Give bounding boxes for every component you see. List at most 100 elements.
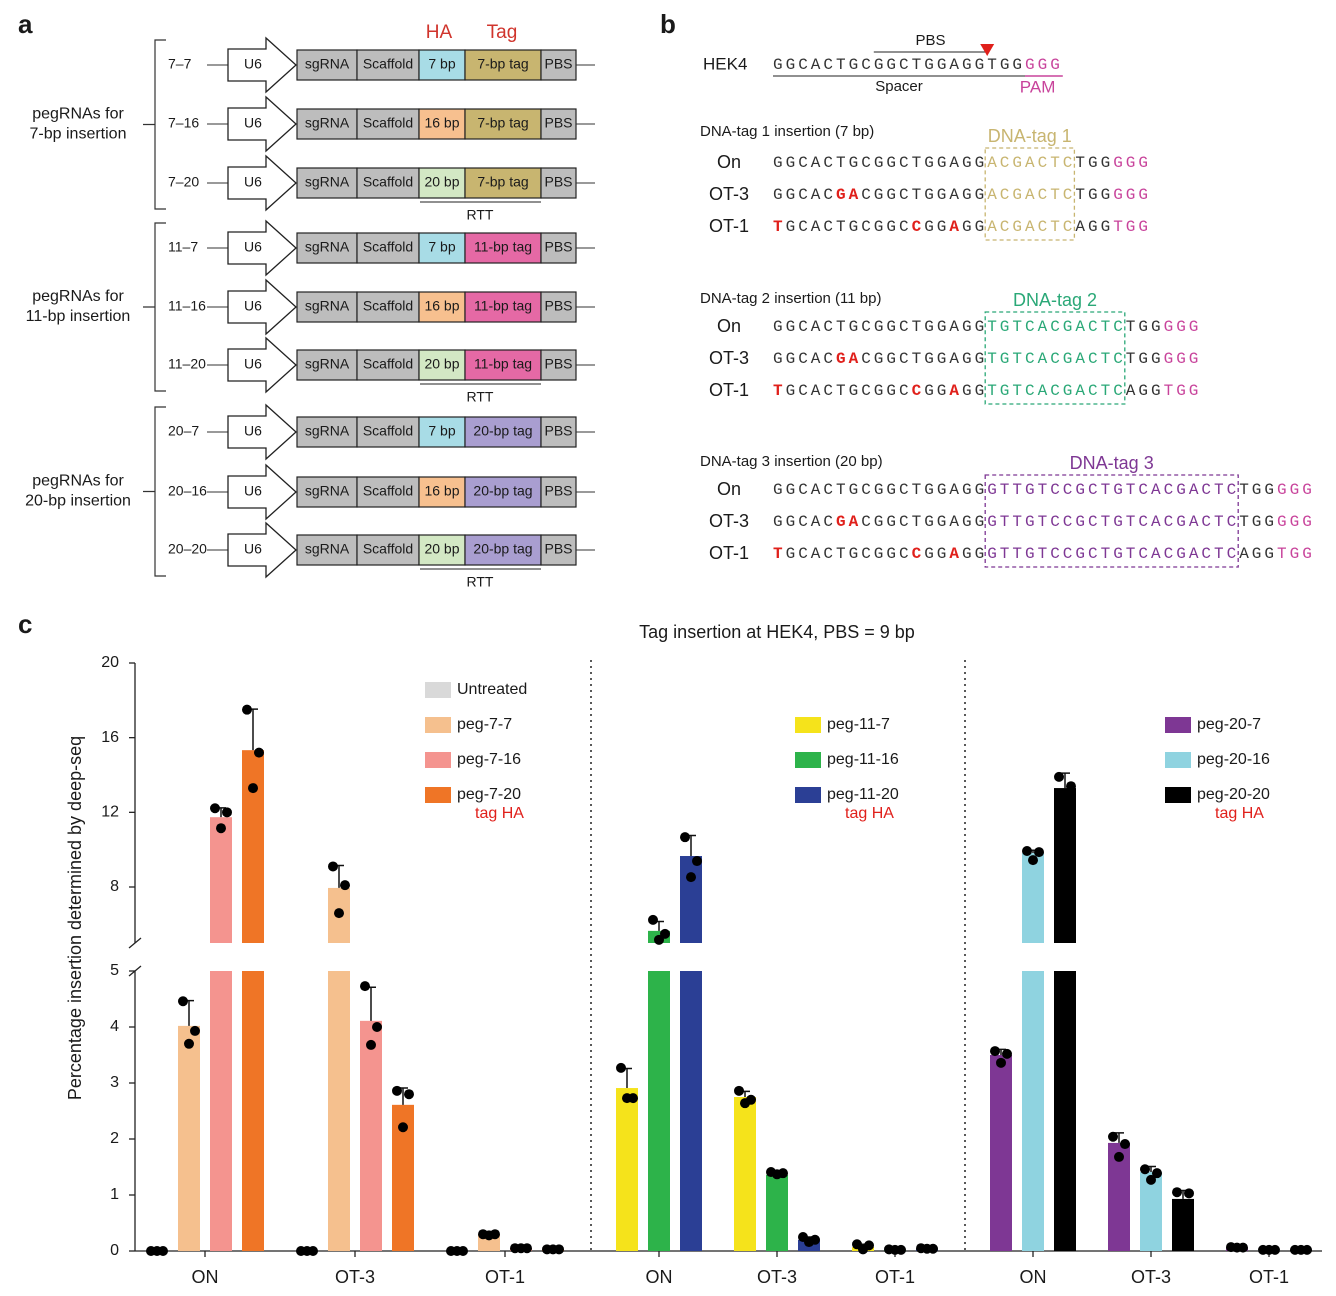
y-tick-label: 8 [110,878,119,895]
bar [1140,1172,1162,1251]
legend-note: tag HA [845,805,894,822]
sequence-segment: CGGCTGGAGG [861,513,987,531]
construct-part [464,291,542,323]
promoter-arrow [227,219,297,277]
promoter-label: U6 [244,541,262,557]
replicate-dot [360,981,370,992]
sequence-segment: GG [962,382,987,400]
part-label: 7 bp [428,56,455,72]
sequence-segment: C [912,382,925,400]
replicate-dot [242,704,252,715]
bar [178,1025,200,1251]
sequence-segment: GGG [1113,154,1151,172]
sequence-segment: GGCACTGCGGCTGGAGG [773,318,987,336]
sequence-segment: T [773,545,786,563]
sequence-segment: TGTCACGACTC [987,318,1126,336]
promoter-arrow [227,154,297,212]
promoter-arrow [227,95,297,153]
group-title: 20-bp insertion [25,493,131,510]
replicate-dot [772,1169,782,1180]
construct-part [464,534,542,566]
replicate-dot [302,1246,312,1256]
spacer-seq: GGCACTGCGGCTGGAGGTGG [773,56,1025,74]
bar [210,817,232,943]
replicate-dot [1172,1187,1182,1198]
part-label: 20-bp tag [473,483,532,499]
replicate-dot [1120,1139,1130,1150]
replicate-dot [1152,1168,1162,1179]
replicate-dot [686,872,696,883]
nick-marker [980,44,995,56]
sequence-segment: TGG [1126,350,1164,368]
bar [648,971,670,1251]
row-label: On [717,479,741,499]
part-label: PBS [544,174,572,190]
legend-label: peg-7-7 [457,716,512,733]
replicate-dot [858,1244,868,1255]
bar [242,750,264,943]
row-label: OT-1 [709,543,749,563]
part-label: 7 bp [428,239,455,255]
replicate-dot [248,783,258,794]
construct-part [540,349,577,381]
construct-part [540,291,577,323]
promoter-label: U6 [244,239,262,255]
promoter-arrow [227,278,297,336]
replicate-dot [1002,1048,1012,1059]
bar [1054,971,1076,1251]
y-tick-label: 16 [101,729,119,746]
sequence-segment: T [773,382,786,400]
part-label: Scaffold [363,541,413,557]
replicate-dot [996,1057,1006,1068]
bar [360,1020,382,1251]
part-label: 20-bp tag [473,423,532,439]
bar [1108,1142,1130,1251]
construct-part [464,476,542,508]
sequence-segment: CGGCTGGAGG [861,350,987,368]
sequence-segment: GGCAC [773,186,836,204]
bar [210,971,232,1251]
promoter-label: U6 [244,483,262,499]
sequence-segment: AGG [1239,545,1277,563]
construct-part [418,476,466,508]
construct-part [464,108,542,140]
construct-part [418,416,466,448]
tag-header: Tag [487,22,518,43]
replicate-dot [334,908,344,919]
part-label: PBS [544,541,572,557]
replicate-dot [1108,1131,1118,1142]
row-label: OT-3 [709,348,749,368]
promoter-arrow [227,336,297,394]
part-label: Scaffold [363,298,413,314]
part-label: PBS [544,56,572,72]
construct-part [356,416,420,448]
replicate-dot [890,1244,900,1255]
legend-note: tag HA [1215,805,1264,822]
sequence-segment: GGG [1277,513,1315,531]
row-label: OT-1 [709,380,749,400]
legend-swatch [425,682,451,698]
sequence-segment: TGTCACGACTC [987,350,1126,368]
replicate-dot [404,1089,414,1100]
replicate-dot [804,1237,814,1248]
replicate-dot [152,1246,162,1256]
part-label: 11-bp tag [474,356,532,372]
tag-label: DNA-tag 2 [1013,290,1097,310]
part-label: 16 bp [424,483,459,499]
replicate-dot [692,856,702,867]
construct-part [356,534,420,566]
sequence-segment: TGG [1126,318,1164,336]
part-label: Scaffold [363,423,413,439]
part-label: 7-bp tag [477,56,528,72]
sequence-segment: TGG [1075,154,1113,172]
legend-label: peg-11-7 [827,716,890,733]
bar [990,1055,1012,1251]
part-label: Scaffold [363,174,413,190]
sequence-segment: GCACTGCGGC [786,382,912,400]
tag-box [984,147,1076,241]
pam-seq: GGG [1025,56,1063,74]
row-label: On [717,152,741,172]
part-label: PBS [544,115,572,131]
replicate-dot [216,823,226,834]
sequence-segment: ACGACTC [987,218,1075,236]
